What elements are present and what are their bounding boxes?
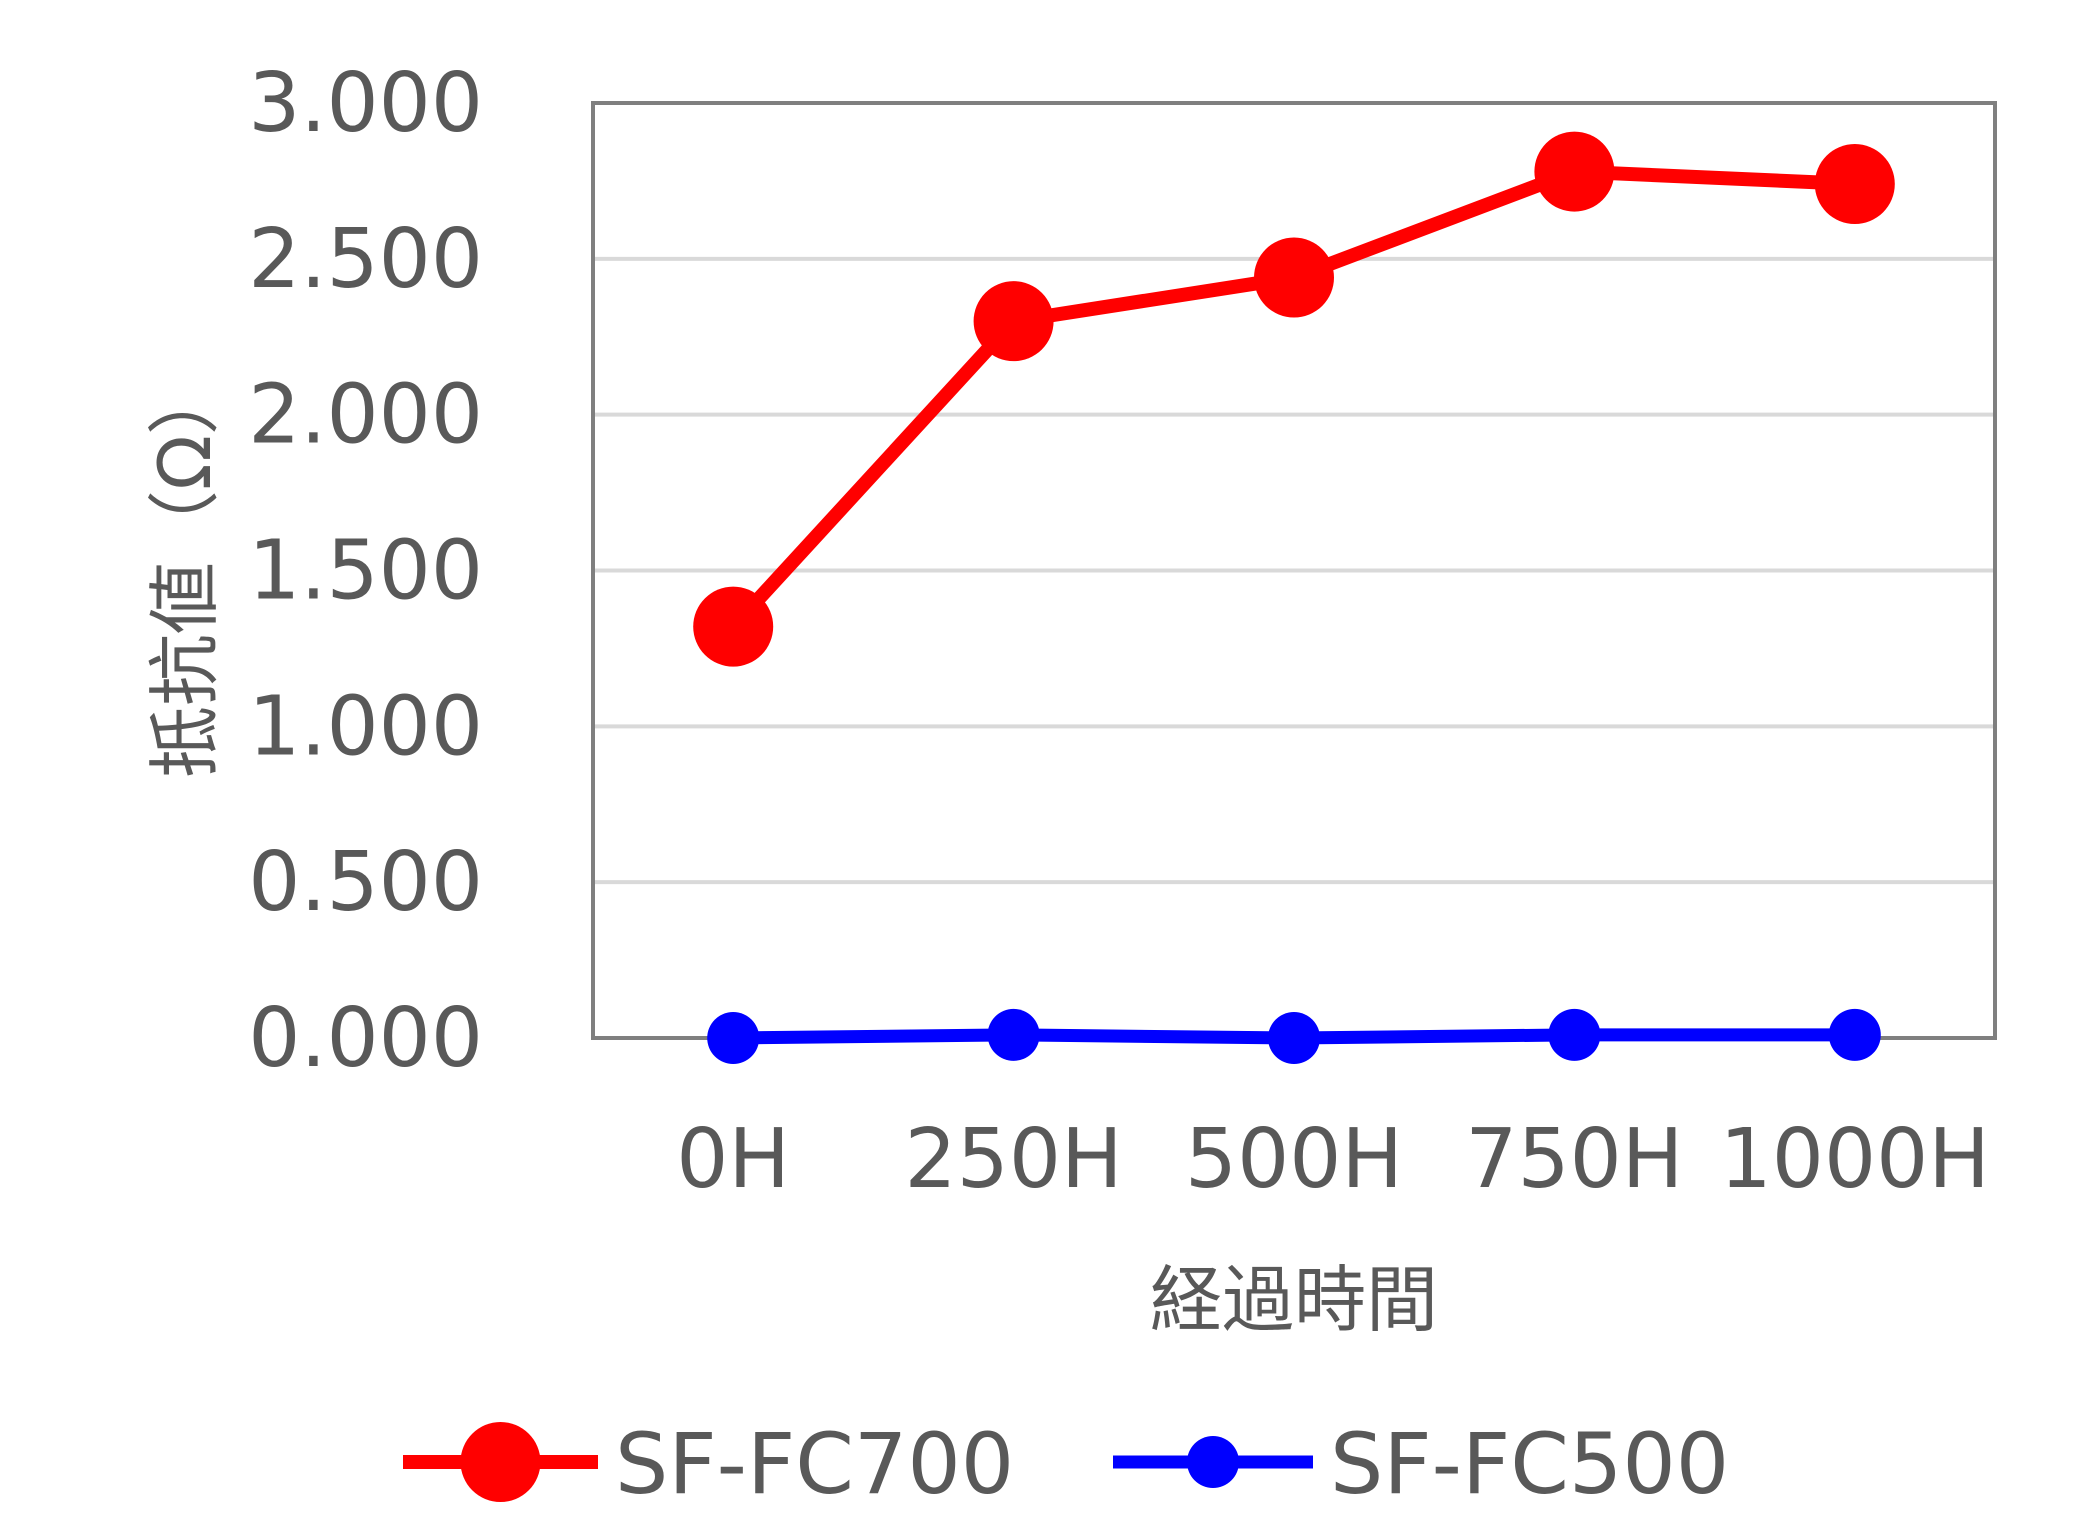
x-tick-label: 250H — [905, 1112, 1123, 1207]
legend-marker — [1187, 1436, 1239, 1488]
y-tick-label: 3.000 — [248, 56, 483, 151]
y-tick-label: 0.500 — [248, 835, 483, 930]
x-axis-ticks: 0H 250H 500H 750H 1000H — [676, 1112, 1990, 1207]
legend: SF-FC700 SF-FC500 — [403, 1415, 1729, 1513]
x-tick-label: 1000H — [1720, 1112, 1990, 1207]
y-tick-label: 2.000 — [248, 368, 483, 463]
data-point — [693, 586, 774, 667]
data-point — [987, 1008, 1040, 1061]
legend-marker — [460, 1422, 541, 1502]
y-tick-label: 1.500 — [248, 524, 483, 619]
y-tick-label: 1.000 — [248, 679, 483, 774]
data-point — [707, 1012, 760, 1064]
y-axis-title: 抵抗値（Ω） — [143, 363, 227, 778]
legend-label: SF-FC500 — [1330, 1415, 1729, 1513]
x-axis-title: 経過時間 — [1150, 1258, 1438, 1342]
x-tick-label: 750H — [1465, 1112, 1683, 1207]
legend-item: SF-FC700 — [403, 1415, 1014, 1513]
series-lines — [693, 131, 1895, 1064]
y-axis-ticks: 0.000 0.500 1.000 1.500 2.000 2.500 3.000 — [248, 56, 483, 1086]
y-tick-label: 0.000 — [248, 991, 483, 1086]
x-tick-label: 0H — [676, 1112, 790, 1207]
data-point — [1268, 1012, 1320, 1064]
data-point — [973, 281, 1054, 362]
data-point — [1534, 131, 1615, 212]
data-point — [1814, 144, 1895, 225]
data-point — [1828, 1008, 1881, 1061]
y-tick-label: 2.500 — [248, 212, 483, 307]
x-tick-label: 500H — [1185, 1112, 1403, 1207]
legend-item: SF-FC500 — [1113, 1415, 1729, 1513]
series-SF-FC500 — [707, 1008, 1881, 1064]
series-SF-FC700 — [693, 131, 1895, 667]
data-point — [1548, 1008, 1601, 1061]
legend-label: SF-FC700 — [615, 1415, 1014, 1513]
data-point — [1254, 237, 1334, 318]
